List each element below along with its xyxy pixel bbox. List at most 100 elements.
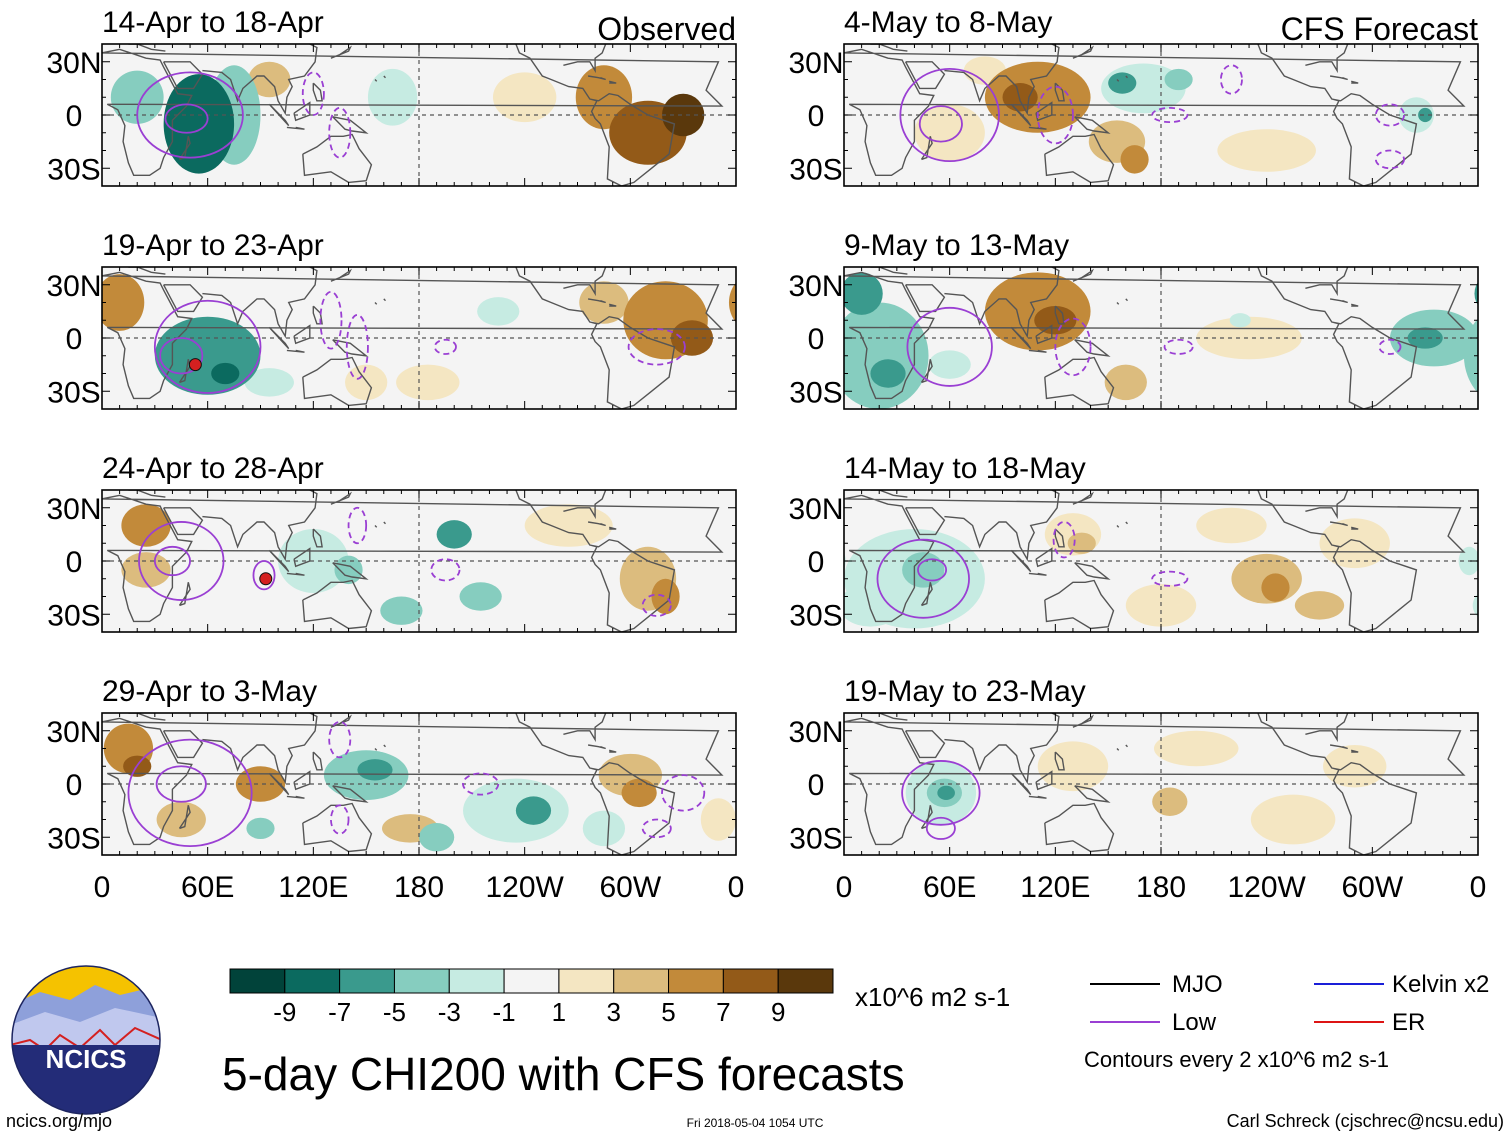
- anomaly-negative: [1108, 72, 1137, 94]
- anomaly-negative: [429, 111, 479, 155]
- anomaly-negative: [163, 74, 235, 174]
- low-contour: [918, 105, 963, 143]
- anomaly-positive: [1217, 129, 1316, 172]
- colorbar-tick-label: 7: [716, 997, 730, 1027]
- coastline: [1116, 525, 1120, 528]
- low-contour: [330, 804, 350, 835]
- panel-field: [102, 713, 736, 855]
- contour-note: Contours every 2 x10^6 m2 s-1: [1084, 1047, 1389, 1072]
- coastline: [920, 805, 933, 830]
- low-contour: [876, 538, 970, 619]
- anomaly-negative: [172, 596, 243, 625]
- coastline: [162, 61, 204, 90]
- coastline: [1044, 579, 1115, 630]
- colorbar-tick-label: 3: [606, 997, 620, 1027]
- anomaly-positive: [102, 274, 145, 331]
- low-contour: [328, 720, 352, 759]
- anomaly-negative: [1472, 593, 1478, 618]
- anomaly-negative: [1418, 107, 1433, 123]
- anomaly-positive: [1261, 573, 1290, 602]
- footer-url[interactable]: ncics.org/mjo: [6, 1111, 112, 1131]
- x-tick-label: 60E: [181, 871, 234, 904]
- coastline: [128, 44, 166, 52]
- low-contour: [917, 558, 948, 582]
- panel-period: 4-May to 8-May: [844, 6, 1052, 39]
- coastline: [1044, 802, 1115, 853]
- anomaly-positive: [0, 101, 53, 165]
- anomaly-positive: [121, 504, 171, 547]
- coastline: [128, 713, 166, 721]
- coastline: [1305, 490, 1349, 520]
- y-tick-label: 30N: [46, 270, 101, 303]
- column-header: Observed: [597, 11, 736, 47]
- column-header: CFS Forecast: [1281, 11, 1478, 47]
- panel-field: [102, 267, 736, 409]
- panel-field: [844, 713, 1478, 855]
- coastline: [587, 744, 606, 750]
- x-tick-label: 0: [728, 871, 745, 904]
- low-contour: [1036, 85, 1074, 145]
- coastline: [302, 802, 373, 853]
- anomaly-positive: [0, 547, 42, 611]
- coastline: [870, 267, 908, 275]
- anomaly-negative: [246, 817, 275, 840]
- panel-period: 14-Apr to 18-Apr: [102, 6, 324, 39]
- anomaly-negative: [1229, 313, 1251, 328]
- y-tick-label: 30N: [46, 47, 101, 80]
- y-tick-label: 0: [808, 769, 825, 802]
- y-tick-label: 30S: [47, 153, 100, 186]
- coastline: [844, 48, 1466, 176]
- coastline: [1125, 75, 1128, 79]
- coastline: [286, 572, 305, 576]
- y-tick-label: 0: [66, 546, 83, 579]
- storm-marker: [188, 358, 202, 372]
- x-tick-label: 180: [394, 871, 444, 904]
- low-contour: [153, 299, 262, 394]
- low-contour: [1374, 149, 1405, 170]
- coastline: [302, 356, 373, 407]
- footer-timestamp: Fri 2018-05-04 1054 UTC: [687, 1116, 824, 1130]
- coastline: [920, 359, 933, 384]
- colorbar-tick-label: -7: [328, 997, 351, 1027]
- anomaly-positive: [1152, 787, 1188, 816]
- x-tick-label: 0: [1470, 871, 1487, 904]
- anomaly-negative: [1338, 100, 1389, 130]
- low-contour: [1374, 103, 1405, 127]
- anomaly-negative: [765, 97, 800, 133]
- panel-field: [765, 44, 1478, 186]
- y-tick-label: 30N: [788, 270, 843, 303]
- coastline: [162, 507, 204, 536]
- coastline: [920, 582, 933, 607]
- coastline: [383, 75, 386, 79]
- coastline: [1028, 126, 1047, 130]
- coastline: [1072, 491, 1095, 505]
- coastline: [587, 521, 606, 527]
- coastline: [332, 116, 369, 134]
- coastline: [1054, 305, 1065, 325]
- coastline: [563, 44, 607, 74]
- anomaly-positive: [524, 504, 613, 547]
- y-tick-label: 30S: [47, 376, 100, 409]
- colorbar-box: [229, 968, 286, 994]
- coastline: [1074, 116, 1111, 134]
- anomaly-positive: [235, 766, 286, 802]
- y-tick-label: 30S: [789, 376, 842, 409]
- coastline: [1035, 770, 1053, 791]
- coastline: [383, 298, 387, 302]
- y-tick-label: 0: [66, 769, 83, 802]
- colorbar-box: [448, 968, 505, 994]
- low-contour: [1163, 338, 1194, 355]
- anomaly-positive: [17, 579, 45, 615]
- x-tick-label: 0: [836, 871, 853, 904]
- panel-field: [844, 267, 1478, 409]
- colorbar-box: [503, 968, 560, 994]
- x-tick-label: 60W: [599, 871, 661, 904]
- low-contour: [127, 738, 253, 848]
- coastline: [944, 490, 1060, 562]
- x-tick-label: 120W: [485, 871, 564, 904]
- anomaly-negative: [110, 70, 164, 124]
